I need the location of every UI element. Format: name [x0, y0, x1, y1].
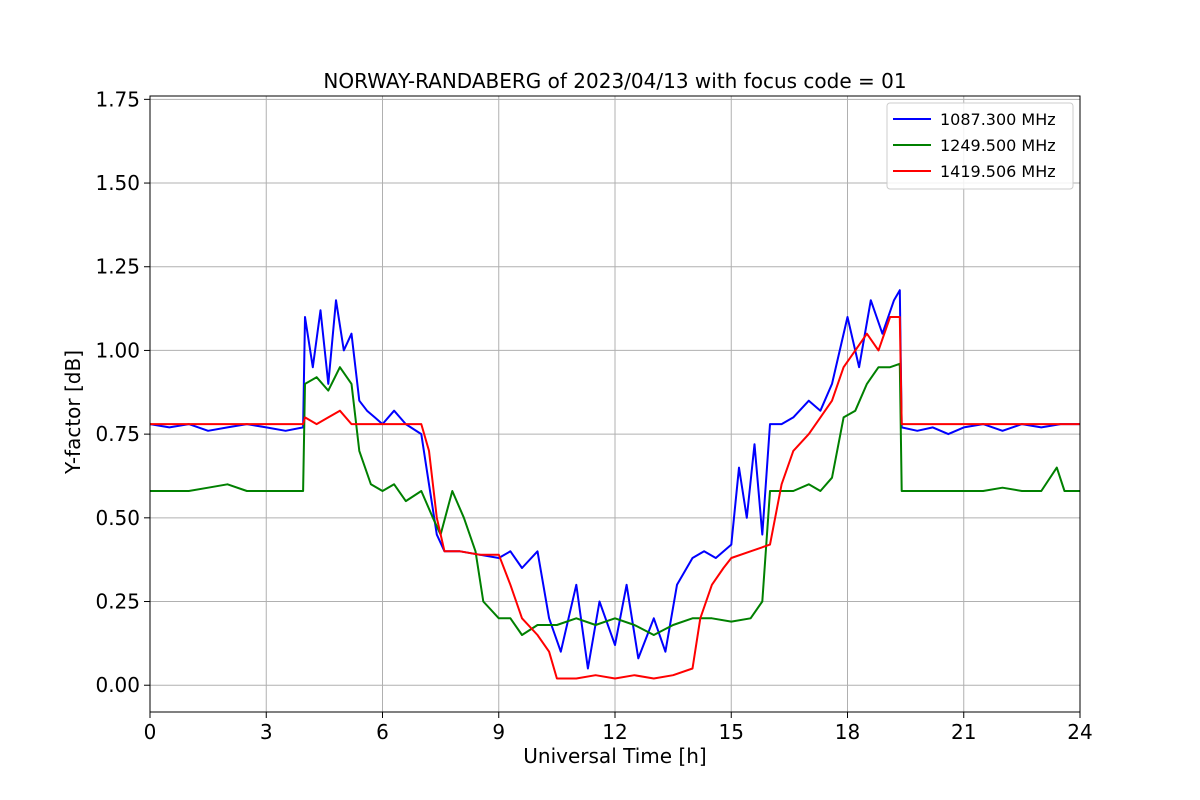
x-tick-label: 18 — [835, 720, 860, 744]
legend-label: 1249.500 MHz — [940, 136, 1056, 155]
legend-label: 1419.506 MHz — [940, 162, 1056, 181]
plot-series — [149, 289, 1080, 680]
x-tick-label: 3 — [260, 720, 273, 744]
series-line-3 — [150, 316, 1080, 680]
y-tick-label: 0.75 — [95, 422, 140, 446]
x-axis-label: Universal Time [h] — [523, 744, 706, 768]
y-tick-label: 1.50 — [95, 171, 140, 195]
legend-box — [886, 102, 1074, 190]
x-tick-label: 24 — [1067, 720, 1092, 744]
legend: 1087.300 MHz 1249.500 MHz 1419.506 MHz — [886, 102, 1074, 190]
x-tick-label: 15 — [719, 720, 744, 744]
y-tick-label: 0.50 — [95, 506, 140, 530]
grid — [149, 96, 1081, 712]
x-tick-label: 12 — [602, 720, 627, 744]
y-tick-label: 1.75 — [95, 87, 140, 111]
x-tick-label: 9 — [492, 720, 505, 744]
y-tick-label: 1.25 — [95, 255, 140, 279]
y-axis-label: Y-factor [dB] — [61, 350, 85, 475]
legend-label: 1087.300 MHz — [940, 110, 1056, 129]
y-tick-label: 0.00 — [95, 673, 140, 697]
x-tick-label: 21 — [951, 720, 976, 744]
x-tick-label: 6 — [376, 720, 389, 744]
chart-title: NORWAY-RANDABERG of 2023/04/13 with focu… — [323, 69, 906, 93]
y-tick-label: 0.25 — [95, 590, 140, 614]
axis-ticks: 0 3 6 9 12 15 18 21 24 0.00 0.25 0.50 0.75 1.00 1.25 1.… — [95, 87, 1092, 744]
series-line-2 — [150, 362, 1080, 636]
x-tick-label: 0 — [144, 720, 157, 744]
series-line-1 — [149, 289, 1080, 670]
y-tick-label: 1.00 — [95, 338, 140, 362]
